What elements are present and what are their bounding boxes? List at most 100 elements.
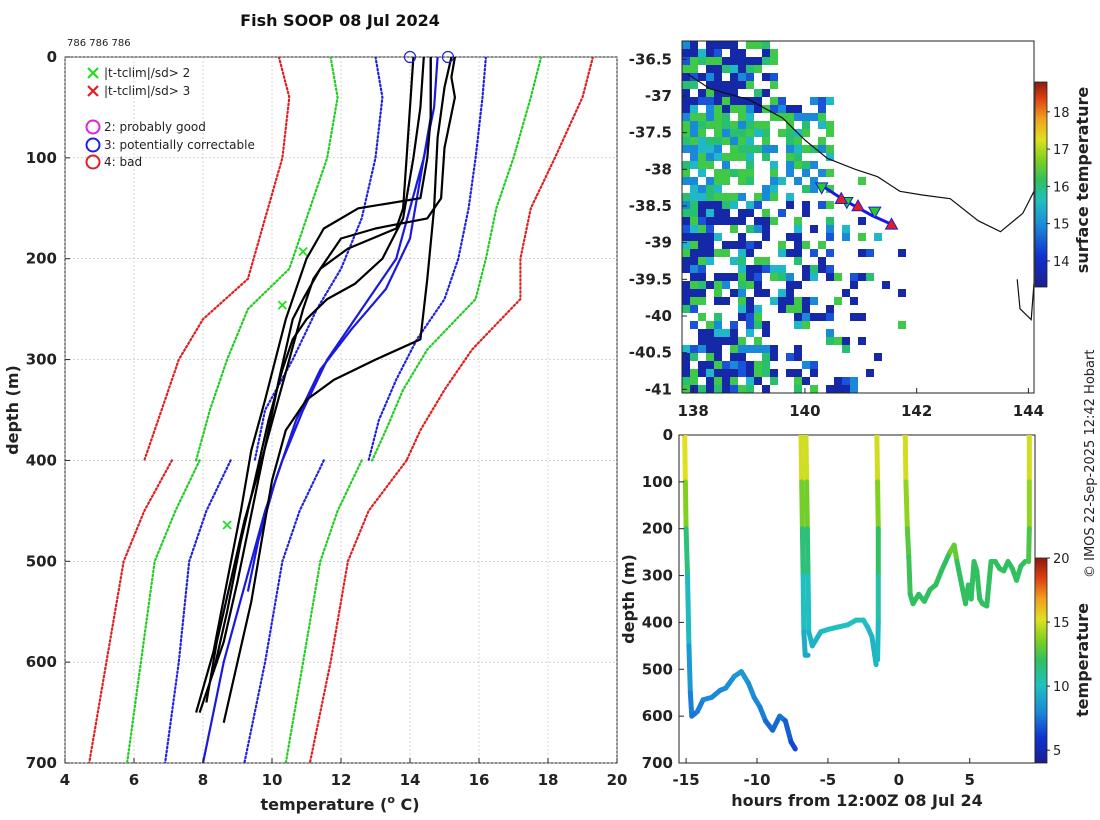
sst-cell bbox=[722, 361, 730, 369]
sst-cell bbox=[738, 57, 746, 65]
sst-cell bbox=[722, 249, 730, 257]
sst-cell bbox=[746, 41, 754, 49]
legend-label-3: 3: potentially correctable bbox=[104, 138, 255, 152]
sst-cell bbox=[810, 225, 818, 233]
cast-2-segment bbox=[801, 629, 808, 658]
sst-cell bbox=[722, 41, 730, 49]
ship-track bbox=[814, 182, 899, 230]
sst-cell bbox=[818, 97, 826, 105]
sst-cell bbox=[698, 249, 706, 257]
sst-cell bbox=[802, 241, 810, 249]
profile-xlabel-tail: C) bbox=[395, 795, 420, 814]
cast-4-segment bbox=[904, 526, 912, 560]
sst-cell bbox=[746, 105, 754, 113]
sst-cell bbox=[690, 305, 698, 313]
profile-xlabel-main: temperature ( bbox=[260, 795, 387, 814]
sst-cell bbox=[810, 273, 818, 281]
sst-cell bbox=[738, 129, 746, 137]
sst-cell bbox=[842, 225, 850, 233]
sst-cell bbox=[754, 345, 762, 353]
sst-cell bbox=[754, 217, 762, 225]
sst-cell bbox=[706, 73, 714, 81]
sst-cell bbox=[682, 305, 690, 313]
sst-cell bbox=[706, 361, 714, 369]
sst-cell bbox=[746, 161, 754, 169]
sst-cell bbox=[826, 385, 834, 393]
sst-cell bbox=[682, 145, 690, 153]
sst-cell bbox=[722, 105, 730, 113]
profile-xtick-label-0: 4 bbox=[60, 771, 70, 789]
sst-cell bbox=[682, 217, 690, 225]
sst-cell bbox=[730, 73, 738, 81]
sst-cbar-label-2: 16 bbox=[1053, 180, 1070, 195]
sst-cell bbox=[762, 329, 770, 337]
sst-cell bbox=[826, 225, 834, 233]
sst-cell bbox=[698, 233, 706, 241]
cast-2b-segment bbox=[804, 479, 810, 532]
flag-cross-3 bbox=[277, 300, 287, 310]
sst-cell bbox=[698, 49, 706, 57]
sst-cell bbox=[762, 145, 770, 153]
temp-cbar-label-3: 20 bbox=[1053, 552, 1070, 567]
profile-ytick-label-1: 100 bbox=[26, 149, 57, 167]
sst-cell bbox=[818, 169, 826, 177]
sst-cell bbox=[874, 233, 882, 241]
section-xtick-label-4: 5 bbox=[965, 771, 975, 789]
sst-cell bbox=[682, 257, 690, 265]
sst-cell bbox=[802, 169, 810, 177]
sst-cell bbox=[690, 321, 698, 329]
sst-cell bbox=[770, 177, 778, 185]
sst-cell bbox=[810, 161, 818, 169]
sst-cell bbox=[690, 49, 698, 57]
profile-flags bbox=[222, 50, 455, 530]
section-casts bbox=[682, 435, 1032, 752]
sst-cell bbox=[690, 57, 698, 65]
sst-cell bbox=[802, 209, 810, 217]
sst-cell bbox=[802, 361, 810, 369]
sst-cell bbox=[794, 305, 802, 313]
map-ytick-label-8: -40.5 bbox=[629, 344, 672, 362]
sst-cell bbox=[882, 281, 890, 289]
sst-cell bbox=[714, 97, 722, 105]
sst-cell bbox=[754, 337, 762, 345]
sst-cell bbox=[714, 297, 722, 305]
sst-cell bbox=[714, 129, 722, 137]
sst-cell bbox=[730, 81, 738, 89]
sst-cell bbox=[778, 177, 786, 185]
station-marker-0 bbox=[814, 182, 829, 195]
sst-cell bbox=[714, 249, 722, 257]
clim-2sd-right-b bbox=[284, 459, 363, 763]
sst-cell bbox=[730, 65, 738, 73]
sst-cell bbox=[746, 369, 754, 377]
sst-cell bbox=[722, 273, 730, 281]
sst-cell bbox=[738, 217, 746, 225]
sst-cell bbox=[746, 225, 754, 233]
sst-cell bbox=[690, 273, 698, 281]
sst-cell bbox=[730, 129, 738, 137]
station-marker-4 bbox=[867, 206, 882, 219]
sst-cell bbox=[738, 121, 746, 129]
sst-cell bbox=[754, 65, 762, 73]
sst-cell bbox=[698, 297, 706, 305]
sst-cell bbox=[722, 329, 730, 337]
sst-cell bbox=[714, 289, 722, 297]
sst-cell bbox=[898, 289, 906, 297]
map-xtick-label-3: 144 bbox=[1013, 402, 1044, 420]
profile-lines bbox=[195, 57, 456, 763]
sst-cell bbox=[794, 113, 802, 121]
sst-cell bbox=[706, 113, 714, 121]
sst-cell bbox=[714, 313, 722, 321]
sst-cell bbox=[770, 345, 778, 353]
sst-cell bbox=[762, 225, 770, 233]
sst-cell bbox=[682, 105, 690, 113]
sst-cell bbox=[770, 185, 778, 193]
sst-cell bbox=[786, 153, 794, 161]
sst-cell bbox=[810, 177, 818, 185]
sst-cell bbox=[698, 313, 706, 321]
sst-cell bbox=[714, 217, 722, 225]
sst-cell bbox=[690, 97, 698, 105]
sst-cell bbox=[682, 249, 690, 257]
legend-marker-4 bbox=[85, 154, 101, 170]
sst-cell bbox=[738, 137, 746, 145]
